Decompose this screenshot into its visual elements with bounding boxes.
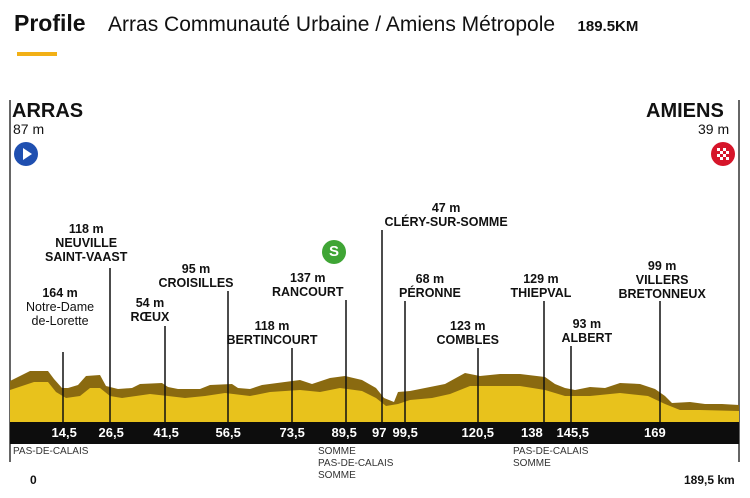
finish-town: AMIENS <box>646 100 724 122</box>
waypoint-altitude: 99 m <box>647 259 677 273</box>
dept-right-1: SOMME <box>513 458 551 469</box>
waypoint-name: RŒUX <box>130 310 170 324</box>
dept-mid-0: SOMME <box>318 446 356 457</box>
km-marker: 97 <box>372 425 387 440</box>
axis-start: 0 <box>30 473 37 487</box>
axis-end: 189,5 km <box>684 473 735 487</box>
km-marker: 138 <box>521 425 543 440</box>
waypoint-name: CLÉRY-SUR-SOMME <box>384 215 508 229</box>
km-marker: 89,5 <box>331 425 357 440</box>
waypoint-label: 118 m NEUVILLE SAINT-VAAST <box>45 222 127 264</box>
waypoint-altitude: 123 m <box>450 319 486 333</box>
km-marker: 41,5 <box>153 425 179 440</box>
km-marker: 14,5 <box>51 425 77 440</box>
waypoint-altitude: 54 m <box>135 296 165 310</box>
sprint-badge: S <box>322 240 346 264</box>
dept-mid-2: SOMME <box>318 470 356 481</box>
waypoint-label: 137 m RANCOURT <box>272 271 344 299</box>
waypoint-label: 95 m CROISILLES <box>159 262 234 290</box>
page-title: Profile <box>14 10 86 36</box>
waypoint-label: 93 m ALBERT <box>562 317 613 345</box>
waypoint-label: 118 m BERTINCOURT <box>227 319 318 347</box>
waypoint-altitude: 93 m <box>572 317 602 331</box>
waypoint-name: NEUVILLE SAINT-VAAST <box>45 236 128 264</box>
checkered-flag-icon <box>711 142 735 166</box>
waypoint-name: PÉRONNE <box>399 286 461 300</box>
waypoint-name: COMBLES <box>436 333 500 347</box>
waypoint-altitude: 118 m <box>254 319 290 333</box>
terrain-fill <box>10 382 739 422</box>
waypoint-name: VILLERS BRETONNEUX <box>618 273 706 301</box>
finish-altitude: 39 m <box>698 121 730 137</box>
waypoint-label: 99 m VILLERS BRETONNEUX <box>619 259 706 301</box>
waypoint-altitude: 164 m <box>42 286 78 300</box>
km-marker: 56,5 <box>215 425 241 440</box>
km-marker: 26,5 <box>98 425 124 440</box>
km-marker: 145,5 <box>556 425 590 440</box>
km-marker: 120,5 <box>461 425 495 440</box>
km-marker: 99,5 <box>392 425 418 440</box>
waypoint-label: 164 m Notre-Dame de-Lorette <box>26 286 94 328</box>
waypoint-altitude: 118 m <box>68 222 104 236</box>
waypoint-label: 47 m CLÉRY-SUR-SOMME <box>385 201 508 229</box>
dept-right-0: PAS-DE-CALAIS <box>513 446 589 457</box>
waypoint-altitude: 47 m <box>431 201 461 215</box>
dept-mid-1: PAS-DE-CALAIS <box>318 458 394 469</box>
km-marker: 169 <box>644 425 666 440</box>
waypoint-altitude: 137 m <box>290 271 326 285</box>
waypoint-altitude: 95 m <box>181 262 211 276</box>
waypoint-name: THIEPVAL <box>510 286 572 300</box>
km-marker: 73,5 <box>279 425 305 440</box>
waypoint-name: CROISILLES <box>158 276 234 290</box>
waypoint-altitude: 68 m <box>415 272 445 286</box>
stage-distance: 189.5KM <box>577 18 639 35</box>
waypoint-label: 68 m PÉRONNE <box>399 272 461 300</box>
waypoint-label: 54 m RŒUX <box>131 296 170 324</box>
route-title: Arras Communauté Urbaine / Amiens Métrop… <box>108 13 556 36</box>
start-altitude: 87 m <box>13 121 45 137</box>
start-town: ARRAS <box>12 100 84 122</box>
km-band <box>10 422 739 444</box>
title-underline <box>17 52 57 56</box>
waypoint-name: BERTINCOURT <box>226 333 318 347</box>
waypoint-label: 129 m THIEPVAL <box>511 272 572 300</box>
waypoint-altitude: 129 m <box>523 272 559 286</box>
waypoint-name: ALBERT <box>561 331 613 345</box>
waypoint-name: Notre-Dame de-Lorette <box>26 300 95 328</box>
play-icon <box>14 142 38 166</box>
header: Profile Arras Communauté Urbaine / Amien… <box>14 10 638 37</box>
waypoint-name: RANCOURT <box>272 285 344 299</box>
waypoint-label: 123 m COMBLES <box>437 319 500 347</box>
dept-left: PAS-DE-CALAIS <box>13 446 89 457</box>
